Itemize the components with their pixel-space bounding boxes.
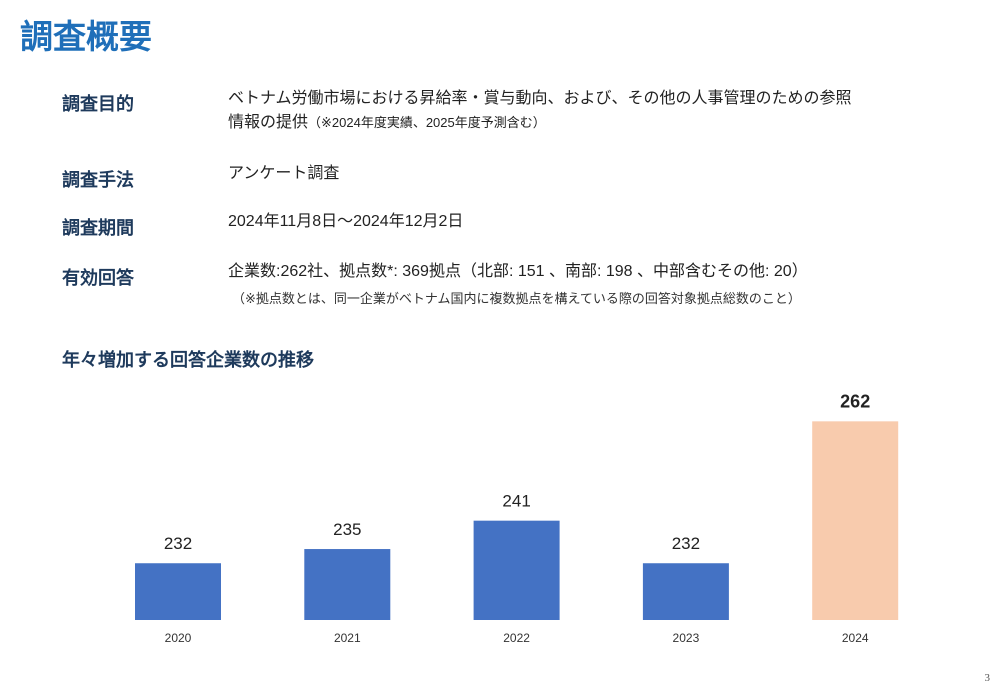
x-tick-2020: 2020 <box>165 631 192 645</box>
x-tick-2022: 2022 <box>503 631 530 645</box>
purpose-line1: ベトナム労働市場における昇給率・賞与動向、および、その他の人事管理のための参照 <box>228 90 852 107</box>
x-tick-2021: 2021 <box>334 631 361 645</box>
x-tick-2024: 2024 <box>842 631 869 645</box>
data-label-2022: 241 <box>502 492 530 511</box>
label-purpose: 調査目的 <box>62 94 134 114</box>
bar-2022 <box>473 520 560 620</box>
label-method: 調査手法 <box>62 170 134 190</box>
purpose-note: （※2024年度実績、2025年度予測含む） <box>308 115 546 130</box>
page-title: 調査概要 <box>20 18 152 55</box>
page-number: 3 <box>984 672 991 684</box>
value-method: アンケート調査 <box>228 165 340 182</box>
data-label-2024: 262 <box>840 391 870 411</box>
bar-2021 <box>304 549 391 620</box>
data-label-2021: 235 <box>333 520 361 539</box>
x-tick-2023: 2023 <box>673 631 700 645</box>
value-responses: 企業数:262社、拠点数*: 369拠点（北部: 151 、南部: 198 、中… <box>228 263 808 280</box>
data-label-2023: 232 <box>672 534 700 553</box>
data-label-2020: 232 <box>164 534 192 553</box>
purpose-line2: 情報の提供（※2024年度実績、2025年度予測含む） <box>228 111 852 135</box>
responses-note: （※拠点数とは、同一企業がベトナム国内に複数拠点を構えている際の回答対象拠点総数… <box>232 291 801 306</box>
bar-2024 <box>812 421 899 620</box>
chart-title: 年々増加する回答企業数の推移 <box>62 350 314 370</box>
bar-2023 <box>642 563 729 620</box>
value-purpose: ベトナム労働市場における昇給率・賞与動向、および、その他の人事管理のための参照 … <box>228 87 852 135</box>
purpose-text: 情報の提供 <box>228 114 309 131</box>
label-responses: 有効回答 <box>62 268 134 288</box>
bar-2020 <box>135 563 221 620</box>
value-period: 2024年11月8日～2024年12月2日 <box>228 213 464 230</box>
label-period: 調査期間 <box>62 218 134 238</box>
